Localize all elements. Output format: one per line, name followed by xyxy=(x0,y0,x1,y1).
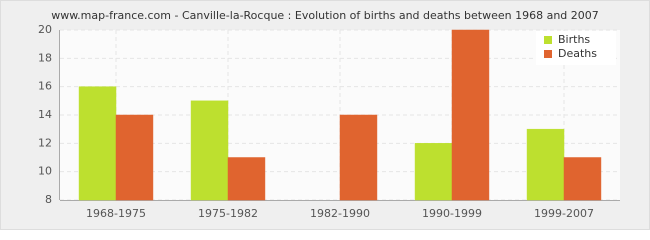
legend-swatch xyxy=(544,50,552,58)
y-tick-label: 18 xyxy=(38,51,52,64)
bar xyxy=(451,29,490,201)
bar xyxy=(339,114,378,201)
legend-label: Births xyxy=(558,33,590,46)
x-tick-label: 1990-1999 xyxy=(422,207,482,220)
y-tick-label: 12 xyxy=(38,136,52,149)
chart: www.map-france.com - Canville-la-Rocque … xyxy=(0,0,650,230)
x-tick-label: 1968-1975 xyxy=(86,207,146,220)
bar xyxy=(526,128,565,201)
x-tick-label: 1999-2007 xyxy=(534,207,594,220)
y-tick-label: 14 xyxy=(38,108,52,121)
bar xyxy=(190,100,229,201)
legend-swatch xyxy=(544,36,552,44)
y-tick-label: 8 xyxy=(45,193,52,206)
y-tick-label: 20 xyxy=(38,23,52,36)
y-tick-label: 16 xyxy=(38,80,52,93)
bar xyxy=(78,86,117,201)
x-tick-label: 1975-1982 xyxy=(198,207,258,220)
bar xyxy=(414,143,453,201)
legend-label: Deaths xyxy=(558,47,597,60)
bar xyxy=(227,157,266,201)
chart-title: www.map-france.com - Canville-la-Rocque … xyxy=(51,9,599,22)
x-tick-label: 1982-1990 xyxy=(310,207,370,220)
y-tick-label: 10 xyxy=(38,165,52,178)
bar xyxy=(563,157,602,201)
bar xyxy=(115,114,154,201)
